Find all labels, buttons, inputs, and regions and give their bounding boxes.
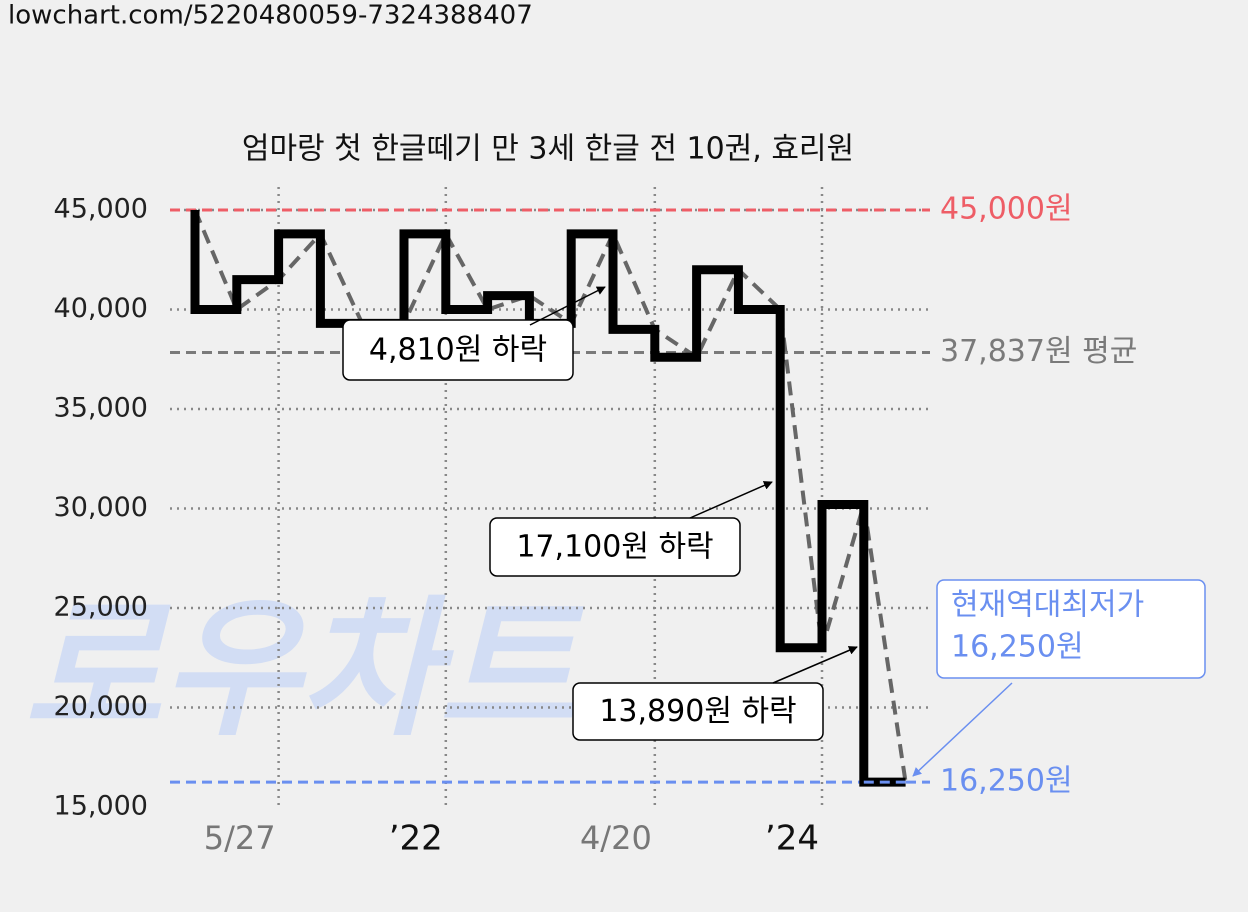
reference-label: 37,837원 평균 xyxy=(940,334,1137,369)
annotation-box xyxy=(342,319,574,381)
annotation-arrow xyxy=(689,481,773,519)
url: lowchart.com/5220480059-7324388407 xyxy=(8,1,533,31)
annotation-box xyxy=(489,517,741,577)
reference-label: 16,250원 xyxy=(940,764,1073,799)
x-tick-label: ’24 xyxy=(765,819,819,859)
annotation-arrow xyxy=(529,286,606,326)
annotation-text: 현재역대최저가 xyxy=(951,588,1144,623)
annotation-arrow xyxy=(772,646,858,684)
annotation-box xyxy=(572,682,824,741)
annotation-text: 17,100원 하락 xyxy=(516,530,713,565)
x-tick-label: 4/20 xyxy=(580,819,652,857)
chart-title: 엄마랑 첫 한글떼기 만 3세 한글 전 10권, 효리원 xyxy=(242,132,854,167)
annotation-text: 13,890원 하락 xyxy=(599,694,796,729)
watermark: 로우차트 xyxy=(24,583,585,757)
y-tick-label: 45,000 xyxy=(54,194,148,225)
annotation-text: 4,810원 하락 xyxy=(369,333,547,368)
y-tick-label: 35,000 xyxy=(54,393,148,424)
y-tick-label: 30,000 xyxy=(54,492,148,523)
annotation-arrow xyxy=(912,682,1013,777)
trend-line xyxy=(193,209,908,783)
y-tick-label: 40,000 xyxy=(54,293,148,324)
y-tick-label: 15,000 xyxy=(54,791,148,822)
annotation-text: 16,250원 xyxy=(951,630,1084,665)
reference-label: 45,000원 xyxy=(940,192,1073,227)
y-tick-label: 20,000 xyxy=(54,691,148,722)
y-tick-label: 25,000 xyxy=(54,592,148,623)
x-tick-label: ’22 xyxy=(389,819,443,859)
annotation-box xyxy=(936,579,1206,679)
x-tick-label: 5/27 xyxy=(204,819,276,857)
